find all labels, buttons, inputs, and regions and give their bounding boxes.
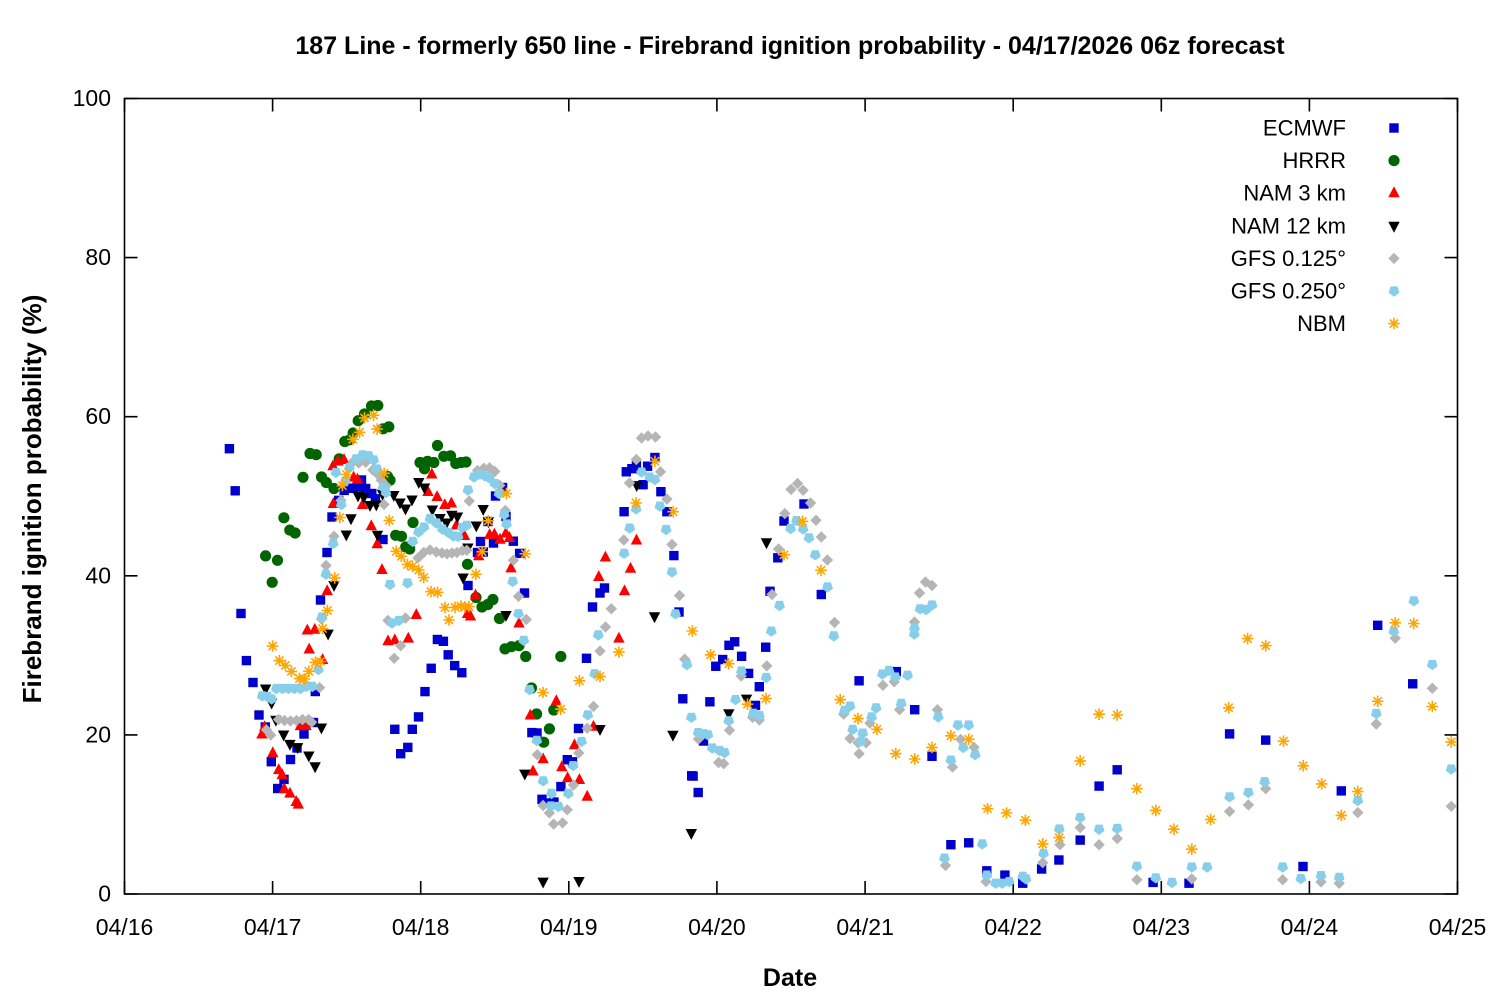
svg-text:HRRR: HRRR: [1282, 148, 1346, 173]
svg-text:04/19: 04/19: [540, 914, 598, 940]
svg-text:04/23: 04/23: [1133, 914, 1191, 940]
svg-text:20: 20: [85, 721, 111, 747]
svg-text:04/22: 04/22: [984, 914, 1042, 940]
svg-text:NAM 12 km: NAM 12 km: [1231, 213, 1346, 238]
svg-text:GFS 0.250°: GFS 0.250°: [1231, 279, 1346, 304]
svg-text:04/24: 04/24: [1281, 914, 1339, 940]
svg-text:NBM: NBM: [1297, 311, 1346, 336]
svg-text:Date: Date: [763, 964, 817, 992]
svg-text:04/16: 04/16: [96, 914, 154, 940]
svg-text:ECMWF: ECMWF: [1263, 116, 1346, 141]
svg-text:40: 40: [85, 562, 111, 588]
svg-text:60: 60: [85, 403, 111, 429]
svg-text:0: 0: [98, 881, 111, 907]
svg-text:04/20: 04/20: [688, 914, 746, 940]
svg-text:04/18: 04/18: [392, 914, 450, 940]
svg-text:80: 80: [85, 244, 111, 270]
svg-text:04/17: 04/17: [244, 914, 302, 940]
svg-text:04/25: 04/25: [1429, 914, 1487, 940]
svg-text:GFS 0.125°: GFS 0.125°: [1231, 246, 1346, 271]
svg-text:Firebrand ignition probability: Firebrand ignition probability (%): [17, 295, 47, 704]
svg-text:187 Line - formerly 650 line -: 187 Line - formerly 650 line - Firebrand…: [295, 32, 1285, 60]
svg-text:NAM 3 km: NAM 3 km: [1243, 181, 1346, 206]
svg-text:100: 100: [73, 85, 111, 111]
svg-text:04/21: 04/21: [836, 914, 894, 940]
